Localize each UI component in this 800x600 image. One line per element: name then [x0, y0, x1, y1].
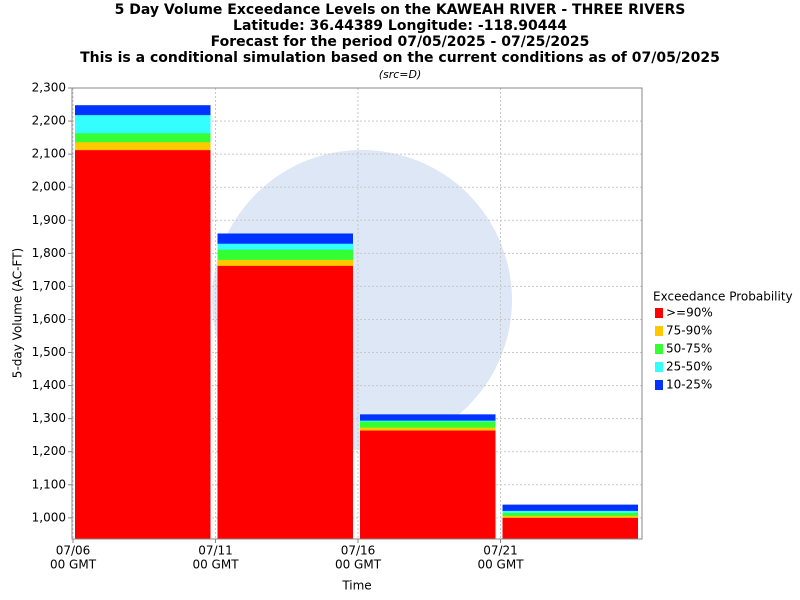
bar: [75, 150, 211, 539]
legend-label: 25-50%: [666, 360, 712, 374]
bar: [360, 430, 496, 539]
y-tick-label: 2,100: [32, 147, 66, 161]
chart-title: Forecast for the period 07/05/2025 - 07/…: [211, 34, 590, 50]
legend-swatch: [655, 380, 663, 390]
x-tick-label: 00 GMT: [335, 558, 382, 572]
y-tick-label: 1,500: [32, 345, 66, 359]
y-axis-label: 5-day Volume (AC-FT): [11, 248, 25, 378]
x-tick-label: 07/06: [56, 544, 91, 558]
plot-frame: [71, 87, 643, 540]
chart-title: Latitude: 36.44389 Longitude: -118.90444: [233, 18, 567, 34]
x-tick-label: 07/21: [483, 544, 518, 558]
legend-label: 10-25%: [666, 378, 712, 392]
subtitle: (src=D): [379, 68, 422, 81]
legend-label: 75-90%: [666, 324, 712, 338]
x-axis-label: Time: [341, 579, 371, 593]
y-tick-label: 2,000: [32, 180, 66, 194]
legend-swatch: [655, 326, 663, 336]
legend-swatch: [655, 362, 663, 372]
x-tick-label: 07/11: [198, 544, 233, 558]
y-tick-label: 1,000: [32, 510, 66, 524]
legend-label: >=90%: [666, 306, 713, 320]
legend-label: 50-75%: [666, 342, 712, 356]
y-tick-label: 1,300: [32, 411, 66, 425]
x-tick-label: 00 GMT: [192, 558, 239, 572]
y-tick-label: 2,200: [32, 114, 66, 128]
y-tick-label: 1,200: [32, 444, 66, 458]
x-tick-label: 07/16: [341, 544, 376, 558]
legend-title: Exceedance Probability: [653, 290, 793, 304]
y-tick-label: 1,900: [32, 213, 66, 227]
y-tick-label: 1,100: [32, 477, 66, 491]
x-tick-label: 00 GMT: [50, 558, 97, 572]
y-tick-label: 1,600: [32, 312, 66, 326]
chart-title: This is a conditional simulation based o…: [80, 50, 720, 66]
x-tick-label: 00 GMT: [477, 558, 524, 572]
y-tick-label: 1,400: [32, 378, 66, 392]
chart-title: 5 Day Volume Exceedance Levels on the KA…: [115, 2, 686, 18]
legend-swatch: [655, 344, 663, 354]
y-tick-label: 2,300: [32, 81, 66, 95]
bar: [502, 517, 638, 539]
legend-swatch: [655, 308, 663, 318]
y-tick-label: 1,800: [32, 246, 66, 260]
bar: [217, 265, 353, 539]
y-tick-label: 1,700: [32, 279, 66, 293]
